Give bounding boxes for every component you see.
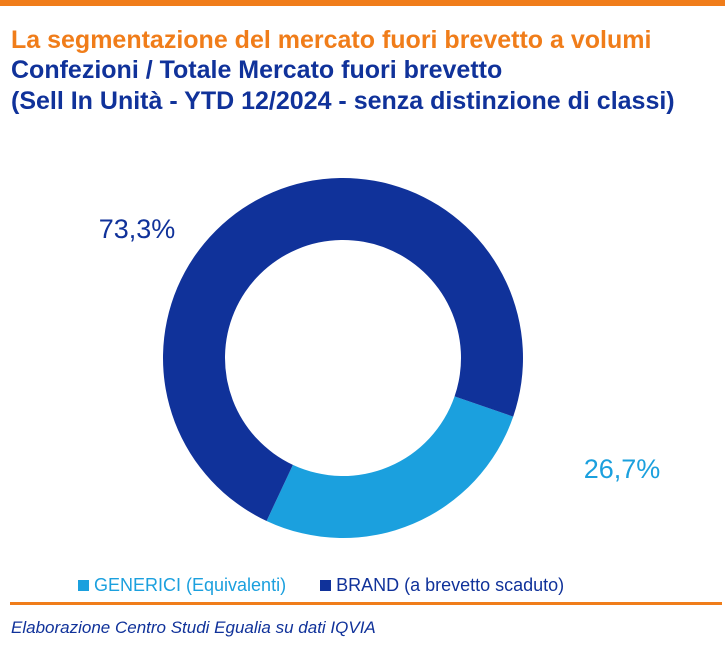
data-label-brand: 73,3% — [99, 214, 176, 244]
legend-item-generici: GENERICI (Equivalenti) — [78, 575, 286, 596]
source-footnote: Elaborazione Centro Studi Egualia su dat… — [11, 618, 376, 637]
slice-generici — [266, 396, 514, 538]
top-accent-rule — [0, 0, 725, 6]
chart-title: La segmentazione del mercato fuori breve… — [11, 26, 652, 54]
legend-label-generici: GENERICI (Equivalenti) — [94, 575, 287, 595]
legend-label-brand: BRAND (a brevetto scaduto) — [336, 575, 565, 595]
data-label-generici: 26,7% — [584, 454, 661, 484]
slice-brand — [162, 178, 523, 521]
chart-subtitle-line1: Confezioni / Totale Mercato fuori brevet… — [11, 56, 503, 84]
chart-legend: GENERICI (Equivalenti) BRAND (a brevetto… — [78, 575, 598, 596]
legend-swatch-generici — [78, 580, 89, 591]
legend-item-brand: BRAND (a brevetto scaduto) — [320, 575, 564, 596]
bottom-accent-rule — [10, 602, 722, 605]
chart-subtitle-line2: (Sell In Unità - YTD 12/2024 - senza dis… — [11, 87, 675, 115]
legend-swatch-brand — [320, 580, 332, 591]
